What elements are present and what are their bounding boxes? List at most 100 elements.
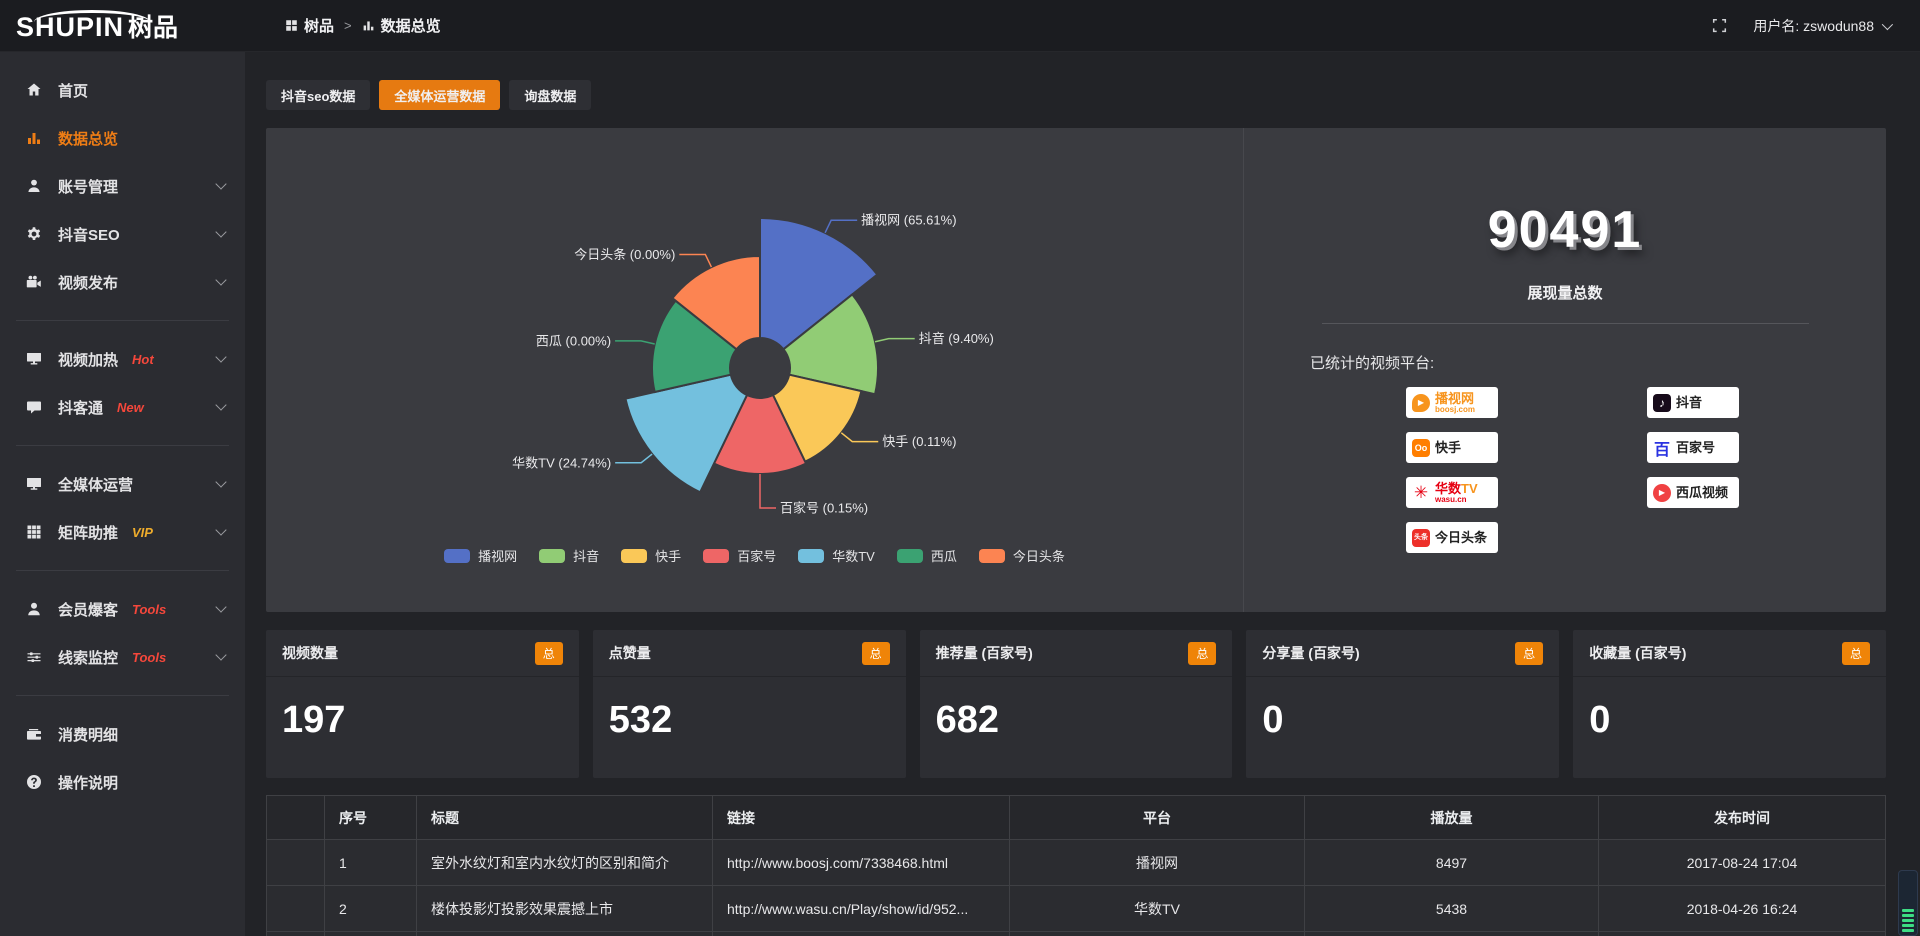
sidebar-item-label: 操作说明 — [58, 774, 119, 792]
sidebar-item-douyin-seo[interactable]: 抖音SEO — [0, 210, 245, 258]
pie-slice-播视网[interactable] — [759, 216, 879, 351]
tab-omni-media-data[interactable]: 全媒体运营数据 — [379, 80, 501, 110]
pie-label-line — [874, 337, 915, 343]
pie-slice-今日头条[interactable] — [671, 254, 761, 351]
column-header-time: 发布时间 — [1598, 795, 1886, 840]
sidebar-item-home[interactable]: 首页 — [0, 66, 245, 114]
table-header-row: 序号 标题 链接 平台 播放量 发布时间 — [266, 795, 1886, 840]
sidebar-item-video-heating[interactable]: 视频加热 Hot — [0, 335, 245, 383]
stats-row: 视频数量 总 197 点赞量 总 532 推荐量 (百家号) 总 682 分享量 (百… — [266, 630, 1886, 778]
cell-title-link[interactable]: 楼体投影灯投影效果震撼上市 — [416, 885, 713, 932]
total-badge: 总 — [534, 641, 563, 665]
table-row: 2 楼体投影灯投影效果震撼上市 http://www.wasu.cn/Play/… — [266, 885, 1886, 932]
summary-divider — [1321, 323, 1809, 324]
legend-swatch — [978, 548, 1005, 563]
app-logo: SHUPIN 树品 — [0, 8, 245, 44]
sidebar-item-label: 矩阵助推 — [58, 524, 119, 542]
platform-badge-douyin: ♪ 抖音 — [1647, 387, 1739, 418]
platform-name: 快手 — [1435, 440, 1462, 455]
breadcrumb: 树品 > 数据总览 — [285, 15, 441, 36]
sidebar-item-account-management[interactable]: 账号管理 — [0, 162, 245, 210]
legend-item-播视网[interactable]: 播视网 — [444, 546, 517, 565]
chevron-down-icon — [215, 601, 227, 613]
sidebar-item-member-burst[interactable]: 会员爆客 Tools — [0, 585, 245, 633]
column-header-index: 序号 — [324, 795, 417, 840]
pie-label: 今日头条 (0.00%) — [574, 247, 675, 262]
data-tabs: 抖音seo数据 全媒体运营数据 询盘数据 — [266, 80, 1886, 110]
pie-label: 快手 (0.11%) — [882, 434, 956, 449]
legend-item-百家号[interactable]: 百家号 — [703, 546, 776, 565]
chevron-down-icon — [215, 399, 227, 411]
legend-label: 今日头条 — [1012, 549, 1065, 564]
cell-time: 2017-08-24 17:04 — [1598, 839, 1886, 886]
legend-item-西瓜[interactable]: 西瓜 — [896, 546, 957, 565]
pie-slice-抖音[interactable] — [782, 293, 879, 396]
table-row: 1 室外水纹灯和室内水纹灯的区别和简介 http://www.boosj.com… — [266, 839, 1886, 886]
platform-name: 西瓜视频 — [1676, 485, 1729, 500]
breadcrumb-item-current[interactable]: 数据总览 — [362, 15, 441, 36]
stat-card-recommendations: 推荐量 (百家号) 总 682 — [919, 630, 1233, 778]
floating-widget[interactable] — [1898, 870, 1918, 936]
legend-label: 播视网 — [478, 549, 518, 564]
boosj-logo-icon: ▶ — [1412, 393, 1430, 412]
stat-label: 视频数量 — [282, 645, 338, 661]
cell-url-link[interactable]: http://www.boosj.com/7338468.html — [712, 839, 1010, 886]
sidebar-item-help[interactable]: 操作说明 — [0, 758, 245, 806]
sidebar-item-expense-details[interactable]: 消费明细 — [0, 710, 245, 758]
stat-card-shares: 分享量 (百家号) 总 0 — [1246, 630, 1560, 778]
pie-label: 播视网 (65.61%) — [861, 213, 956, 228]
monitor-icon — [26, 476, 43, 492]
cell-url-link[interactable]: http://www.wasu.cn/Play/show/id/952... — [712, 885, 1010, 932]
sidebar-item-lead-monitor[interactable]: 线索监控 Tools — [0, 633, 245, 681]
toutiao-logo-icon: 头条 — [1412, 528, 1430, 547]
stat-label: 分享量 (百家号) — [1262, 645, 1360, 661]
sidebar-item-label: 抖客通 — [58, 399, 104, 417]
legend-swatch — [621, 548, 648, 563]
legend-swatch — [798, 548, 825, 563]
sidebar-item-doketong[interactable]: 抖客通 New — [0, 383, 245, 431]
stat-card-video-count: 视频数量 总 197 — [266, 630, 579, 778]
legend-item-抖音[interactable]: 抖音 — [539, 546, 599, 565]
legend-item-快手[interactable]: 快手 — [621, 546, 681, 565]
table-row-stub — [266, 931, 1886, 936]
sidebar-item-omni-media[interactable]: 全媒体运营 — [0, 460, 245, 508]
sidebar-item-label: 全媒体运营 — [58, 476, 134, 494]
platform-name: 百家号 — [1676, 440, 1716, 455]
video-camera-icon — [26, 274, 43, 290]
pie-slice-华数TV[interactable] — [624, 373, 749, 494]
tab-douyin-seo-data[interactable]: 抖音seo数据 — [266, 80, 371, 110]
legend-label: 快手 — [655, 549, 682, 564]
chevron-down-icon[interactable] — [1881, 18, 1894, 30]
legend-item-华数TV[interactable]: 华数TV — [798, 546, 875, 565]
question-circle-icon — [26, 774, 43, 790]
pie-label: 百家号 (0.15%) — [780, 501, 868, 516]
legend-item-今日头条[interactable]: 今日头条 — [978, 546, 1065, 565]
username-label[interactable]: 用户名: zswodun88 — [1753, 17, 1874, 34]
breadcrumb-item-home[interactable]: 树品 — [285, 15, 334, 36]
sidebar-item-label: 抖音SEO — [58, 226, 120, 244]
cell-title-link[interactable]: 室外水纹灯和室内水纹灯的区别和简介 — [416, 839, 713, 886]
rose-chart: 播视网 (65.61%) 抖音 (9.40%) 快手 (0.11%) 百家号 (0.1… — [266, 128, 1243, 612]
app-grid-icon — [286, 20, 297, 31]
pie-slice-西瓜[interactable] — [651, 299, 738, 394]
sidebar-item-label: 视频加热 — [58, 351, 119, 369]
sidebar-item-data-overview[interactable]: 数据总览 — [0, 114, 245, 162]
pie-label: 抖音 (9.40%) — [919, 331, 994, 346]
stat-value: 0 — [1262, 699, 1284, 741]
sidebar: 首页 数据总览 账号管理 抖音SEO 视频发布 视频加热 Hot 抖客通 New… — [0, 52, 245, 936]
tab-inquiry-data[interactable]: 询盘数据 — [509, 80, 592, 110]
sidebar-item-video-publish[interactable]: 视频发布 — [0, 258, 245, 306]
legend-swatch — [444, 548, 471, 563]
sidebar-item-matrix-boost[interactable]: 矩阵助推 VIP — [0, 508, 245, 556]
total-badge: 总 — [1841, 641, 1870, 665]
fullscreen-icon[interactable] — [1712, 18, 1727, 33]
sidebar-item-label: 首页 — [58, 82, 89, 100]
video-table: 序号 标题 链接 平台 播放量 发布时间 1 室外水纹灯和室内水纹灯的区别和简介… — [266, 795, 1886, 936]
sidebar-item-label: 会员爆客 — [58, 601, 119, 619]
platform-name: 华数 — [1435, 480, 1462, 496]
pie-slice-百家号[interactable] — [712, 393, 808, 475]
vip-tag: VIP — [132, 524, 153, 540]
chevron-down-icon — [215, 649, 227, 661]
pie-label-line — [679, 253, 713, 268]
platform-name: 抖音 — [1676, 395, 1703, 410]
